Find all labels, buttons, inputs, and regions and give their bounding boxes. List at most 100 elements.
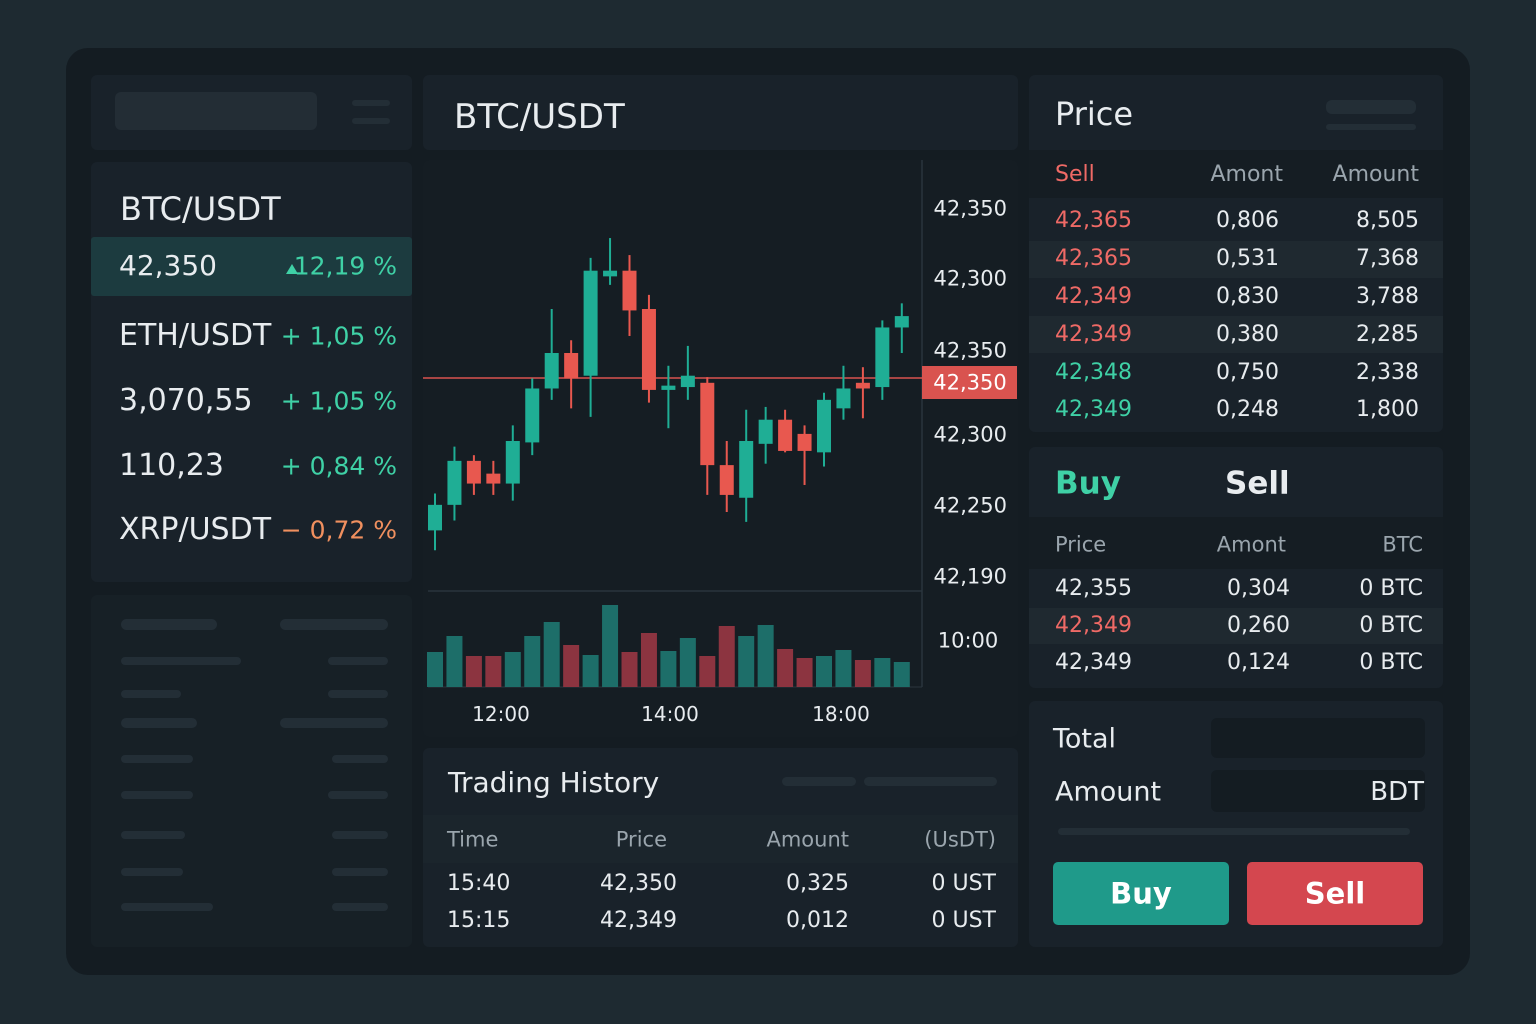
- order-book-cell: 42,349: [1055, 322, 1132, 347]
- trade-cell: 0 BTC: [1359, 576, 1423, 601]
- volume-bar: [524, 636, 541, 687]
- menu-line: [352, 100, 390, 106]
- candle-body: [466, 460, 481, 484]
- candle-body: [894, 316, 909, 328]
- market-change: + 1,05 %: [280, 386, 397, 416]
- candle-body: [641, 309, 656, 390]
- volume-bar: [621, 652, 638, 687]
- trade-cell: 0 BTC: [1359, 650, 1423, 675]
- row-stripe: [1029, 316, 1443, 353]
- candle-body: [739, 440, 754, 498]
- volume-bar: [738, 636, 755, 687]
- time-axis-label: 18:00: [812, 702, 870, 726]
- placeholder: [332, 903, 388, 911]
- trade-cell: 42,349: [1055, 650, 1132, 675]
- placeholder: [332, 868, 388, 876]
- candle-body: [758, 419, 773, 444]
- amount-input[interactable]: [1211, 770, 1425, 812]
- volume-bar: [427, 652, 443, 687]
- volume-bar: [757, 625, 774, 687]
- candle-body: [855, 382, 870, 389]
- search-box[interactable]: [115, 92, 317, 130]
- market-name[interactable]: 3,070,55: [119, 383, 253, 418]
- candle-body: [836, 388, 851, 409]
- placeholder: [121, 868, 183, 876]
- order-book-cell: 1,800: [1356, 397, 1419, 422]
- column-header: Time: [447, 827, 499, 852]
- history-cell: 0 UST: [931, 908, 997, 933]
- total-input[interactable]: [1211, 718, 1425, 758]
- placeholder: [121, 755, 193, 763]
- candle-body: [486, 473, 501, 484]
- candle-body: [875, 327, 890, 388]
- candle-body: [544, 353, 559, 389]
- candle-body: [525, 388, 540, 443]
- market-title: BTC/USDT: [120, 190, 281, 228]
- sell-button[interactable]: [1247, 862, 1423, 925]
- trade-cell: 0,124: [1227, 650, 1290, 675]
- placeholder: [121, 718, 197, 728]
- candle-body: [817, 399, 831, 453]
- volume-bar: [465, 656, 482, 687]
- volume-bar: [893, 662, 910, 687]
- candle-body: [447, 460, 462, 505]
- candle-body: [428, 504, 442, 531]
- candle-body: [622, 270, 637, 311]
- placeholder: [1326, 100, 1416, 114]
- buy-button-label[interactable]: Buy: [1110, 876, 1172, 911]
- market-name[interactable]: 110,23: [119, 448, 224, 483]
- order-book-cell: 42,349: [1055, 284, 1132, 309]
- history-title: Trading History: [448, 766, 660, 799]
- order-book-cell: 8,505: [1356, 208, 1419, 233]
- candle-body: [661, 385, 676, 390]
- amount-label: Amount: [1055, 776, 1162, 808]
- sell-button-label[interactable]: Sell: [1304, 876, 1366, 911]
- menu-line: [352, 118, 390, 124]
- volume-bar: [640, 633, 657, 687]
- sell-tab[interactable]: Sell: [1225, 465, 1290, 502]
- row-stripe: [1029, 241, 1443, 278]
- trade-cell: 42,355: [1055, 576, 1132, 601]
- market-change: + 1,05 %: [280, 321, 397, 351]
- selected-row: [91, 237, 412, 296]
- column-header: Price: [615, 827, 667, 852]
- market-name[interactable]: ETH/USDT: [119, 318, 272, 353]
- buy-button[interactable]: [1053, 862, 1229, 925]
- history-cell: 0 UST: [931, 871, 997, 896]
- trade-cell: 0,260: [1227, 613, 1290, 638]
- history-cell: 42,349: [600, 908, 677, 933]
- row-stripe: [1029, 608, 1443, 644]
- placeholder: [121, 690, 181, 698]
- history-cell: 0,012: [786, 908, 849, 933]
- order-book-cell: 42,348: [1055, 360, 1132, 385]
- order-book-header-row: [1029, 150, 1443, 198]
- volume-bar: [816, 656, 832, 687]
- price-axis-label: 42,300: [933, 266, 1007, 291]
- market-name[interactable]: 42,350: [119, 249, 217, 282]
- market-name[interactable]: XRP/USDT: [119, 512, 272, 547]
- order-book-cell: 0,531: [1216, 246, 1279, 271]
- volume-bar: [796, 658, 813, 687]
- order-book-cell: 0,806: [1216, 208, 1279, 233]
- candle-body: [505, 440, 520, 484]
- market-change: − 0,72 %: [280, 515, 397, 545]
- slider[interactable]: [1058, 828, 1410, 835]
- placeholder: [121, 619, 217, 630]
- column-header: BTC: [1382, 532, 1423, 557]
- volume-axis-label: 10:00: [937, 628, 999, 653]
- total-label: Total: [1053, 723, 1117, 755]
- trade-cell: 0,304: [1227, 576, 1290, 601]
- price-axis-label: 42,250: [933, 493, 1007, 518]
- trade-cell: 0 BTC: [1359, 613, 1423, 638]
- order-book-cell: 0,830: [1216, 284, 1279, 309]
- volume-bar: [718, 626, 735, 687]
- order-book-cell: 0,380: [1216, 322, 1279, 347]
- placeholder: [1326, 124, 1416, 130]
- order-book-cell: 0,248: [1216, 397, 1279, 422]
- order-book-cell: 2,338: [1356, 360, 1419, 385]
- column-header: Amont: [1216, 532, 1286, 557]
- buy-tab[interactable]: Buy: [1055, 465, 1121, 502]
- placeholder: [121, 903, 213, 911]
- order-book-cell: 42,349: [1055, 397, 1132, 422]
